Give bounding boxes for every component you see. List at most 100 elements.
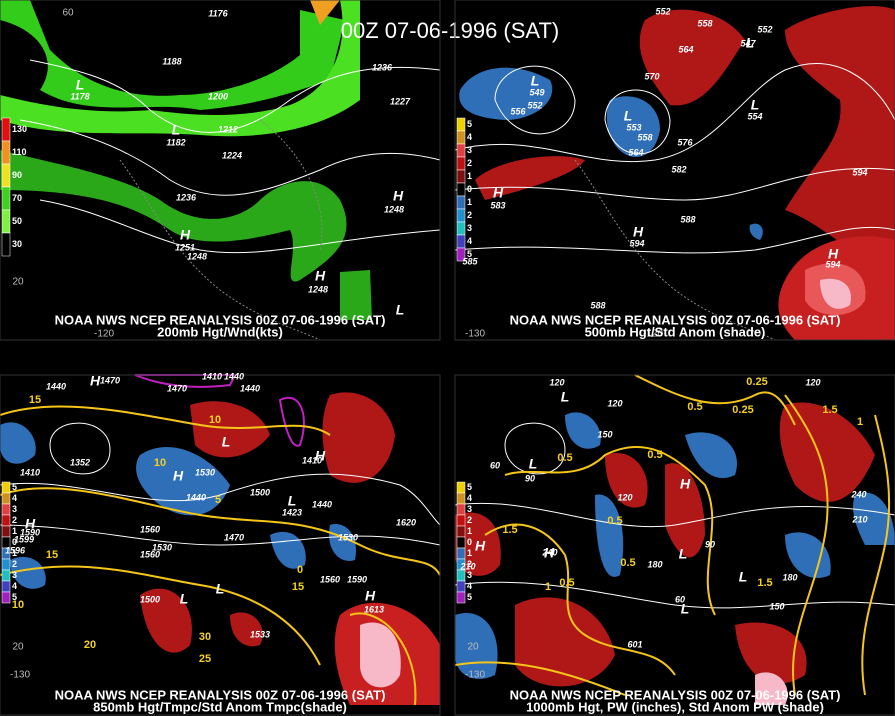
panel-frame [0, 374, 441, 716]
legend-swatch [456, 182, 466, 197]
contour-label: 120 [607, 398, 622, 408]
panel-subtitle: 500mb Hgt/Std Anom (shade) [585, 324, 766, 339]
contour-label: 1248 [384, 204, 404, 214]
isotherm-label: 0.5 [557, 452, 572, 464]
contour-label: 564 [628, 147, 643, 157]
contour-label: H [180, 227, 191, 243]
isotherm-label: 0.5 [687, 401, 702, 413]
panel-frame [0, 0, 441, 341]
isotherm-label: 15 [29, 394, 41, 406]
contour-label: 90 [705, 539, 715, 549]
contour-label: L [222, 434, 231, 450]
isotherm-label: 0.5 [647, 449, 662, 461]
contour-label: 1560 [140, 524, 160, 534]
legend-label: 5 [467, 482, 472, 492]
legend-label: 1 [467, 548, 472, 558]
contour-label: L [681, 601, 690, 617]
legend-swatch [1, 503, 11, 516]
contour-label: H [393, 188, 404, 204]
contour-label: 120 [805, 377, 820, 387]
legend-label: 4 [467, 493, 472, 503]
legend-label: 110 [12, 147, 27, 157]
legend-label: 3 [467, 223, 472, 233]
legend-label: 5 [467, 119, 472, 129]
panel-1000mb-shading [454, 374, 895, 705]
isotherm-label: 0.5 [559, 577, 574, 589]
legend-label: 1 [12, 526, 17, 536]
legend-swatch [1, 232, 11, 257]
legend-swatch [1, 580, 11, 593]
legend-label: 1 [467, 197, 472, 207]
legend-swatch [456, 156, 466, 171]
contour-label: 1248 [187, 251, 207, 261]
grid-label: -130 [465, 329, 485, 340]
isotherm-label: 1 [857, 416, 863, 428]
contour-label: H [475, 538, 486, 554]
contour-label: 1470 [167, 383, 187, 393]
contour-label: H [173, 468, 184, 484]
isotherm-label: 1.5 [502, 524, 517, 536]
legend-swatch [456, 569, 466, 582]
legend-label: 30 [12, 239, 22, 249]
legend-swatch [1, 209, 11, 234]
legend-swatch [1, 569, 11, 582]
contour-label: L [561, 389, 570, 405]
grid-label: 60 [62, 8, 74, 19]
isotherm-label: 30 [199, 631, 211, 643]
contour-label: 180 [647, 559, 662, 569]
legend-swatch [1, 140, 11, 165]
contour-label: H [365, 588, 376, 604]
contour-label: 60 [490, 460, 500, 470]
legend-swatch [456, 221, 466, 236]
grid-label: 20 [12, 642, 24, 653]
panel-200mb-shading [0, 0, 441, 341]
legend-label: 4 [467, 236, 472, 246]
panel-frame [454, 374, 895, 716]
contour-label: L [76, 77, 85, 93]
legend-label: 5 [467, 249, 472, 259]
legend-label: 3 [12, 570, 17, 580]
contour-label: 1176 [208, 8, 228, 18]
legend-swatch [456, 503, 466, 516]
contour-label: 1236 [372, 62, 393, 72]
contour-label: 120 [617, 492, 632, 502]
contour-label: H [828, 246, 839, 262]
legend-label: 4 [467, 581, 472, 591]
contour-label: 583 [490, 200, 505, 210]
contour-label: H [680, 476, 691, 492]
contour-label: 552 [527, 100, 542, 110]
panel-caption: NOAA NWS NCEP REANALYSIS 00Z 07-06-1996 … [510, 687, 841, 702]
contour-label: 564 [678, 44, 693, 54]
legend-label: 3 [467, 504, 472, 514]
contour-label: L [288, 493, 297, 509]
contour-label: L [679, 546, 688, 562]
contour-label: 120 [549, 377, 564, 387]
contour-label: 1212 [218, 124, 238, 134]
contour-label: 1500 [250, 487, 270, 497]
contour-label: 60 [675, 594, 685, 604]
contour-label: H [315, 268, 326, 284]
panel-caption: NOAA NWS NCEP REANALYSIS 00Z 07-06-1996 … [55, 312, 386, 327]
legend-label: 4 [12, 493, 17, 503]
isotherm-label: 0.5 [620, 557, 635, 569]
panel-caption: NOAA NWS NCEP REANALYSIS 00Z 07-06-1996 … [510, 312, 841, 327]
grid-label: -130 [465, 670, 485, 681]
contour-label: 1530 [195, 467, 215, 477]
legend-label: 1 [467, 171, 472, 181]
contour-label: 150 [597, 429, 612, 439]
panel-850mb-shading [0, 374, 441, 706]
contour-label: 556 [510, 106, 526, 116]
contour-label: 552 [655, 6, 670, 16]
contour-label: 558 [637, 132, 652, 142]
legend-swatch [456, 143, 466, 158]
legend-label: 3 [467, 145, 472, 155]
contour-label: 240 [850, 489, 866, 499]
contour-label: 180 [782, 572, 797, 582]
legend-label: 3 [12, 504, 17, 514]
panel-subtitle: 1000mb Hgt, PW (inches), Std Anom PW (sh… [526, 699, 824, 714]
legend-swatch [1, 525, 11, 538]
contour-label: 594 [629, 238, 644, 248]
legend-label: 5 [12, 482, 17, 492]
contour-label: 1440 [224, 371, 244, 381]
